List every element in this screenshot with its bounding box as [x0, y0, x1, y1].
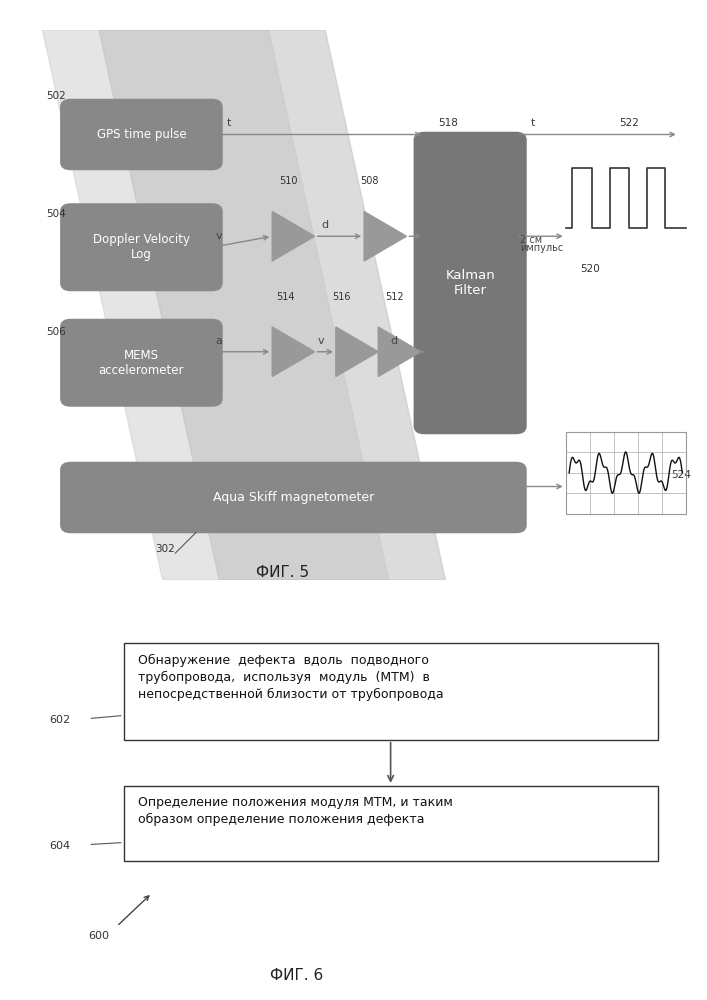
Text: a: a [216, 336, 223, 346]
FancyBboxPatch shape [60, 319, 223, 407]
Text: 514: 514 [276, 292, 294, 302]
Text: MEMS
accelerometer: MEMS accelerometer [99, 349, 184, 377]
Text: t: t [530, 118, 534, 128]
Polygon shape [99, 30, 445, 580]
Text: Определение положения модуля МТМ, и таким
образом определение положения дефекта: Определение положения модуля МТМ, и таки… [138, 796, 452, 826]
Text: 516: 516 [332, 292, 351, 302]
Text: 508: 508 [361, 176, 379, 186]
Polygon shape [42, 30, 389, 580]
Text: 522: 522 [619, 118, 639, 128]
Polygon shape [272, 327, 315, 376]
FancyBboxPatch shape [60, 462, 527, 533]
Text: t: t [226, 118, 230, 128]
Bar [124, 786, 658, 861]
Bar [124, 643, 658, 740]
Text: 518: 518 [438, 118, 458, 128]
Bar [566, 432, 686, 514]
Text: импульс: импульс [520, 243, 563, 253]
Text: 524: 524 [672, 470, 691, 480]
Text: v: v [317, 336, 324, 346]
FancyBboxPatch shape [60, 99, 223, 170]
Text: 604: 604 [49, 841, 71, 851]
FancyBboxPatch shape [60, 203, 223, 291]
Text: 502: 502 [46, 91, 66, 101]
Text: GPS time pulse: GPS time pulse [97, 128, 186, 141]
Text: ФИГ. 5: ФИГ. 5 [256, 565, 310, 580]
Text: d: d [390, 336, 397, 346]
Polygon shape [364, 212, 407, 261]
Polygon shape [272, 212, 315, 261]
FancyBboxPatch shape [414, 132, 527, 434]
Text: 302: 302 [156, 544, 175, 554]
Text: Kalman
Filter: Kalman Filter [445, 269, 495, 297]
Text: 520: 520 [580, 264, 600, 274]
Text: 510: 510 [279, 176, 298, 186]
Text: Aqua Skiff magnetometer: Aqua Skiff magnetometer [213, 491, 374, 504]
Text: 512: 512 [385, 292, 404, 302]
Text: 504: 504 [46, 209, 66, 219]
Text: ФИГ. 6: ФИГ. 6 [270, 968, 324, 983]
Text: v: v [216, 231, 222, 241]
Polygon shape [378, 327, 421, 376]
Polygon shape [336, 327, 378, 376]
Text: 600: 600 [88, 931, 110, 941]
Text: d: d [322, 220, 329, 230]
Text: Doppler Velocity
Log: Doppler Velocity Log [93, 233, 190, 261]
Text: Обнаружение  дефекта  вдоль  подводного
трубопровода,  используя  модуль  (МТМ) : Обнаружение дефекта вдоль подводного тру… [138, 654, 443, 701]
Text: 2 см: 2 см [520, 235, 542, 245]
Text: 602: 602 [49, 715, 71, 725]
Text: 506: 506 [46, 327, 66, 337]
